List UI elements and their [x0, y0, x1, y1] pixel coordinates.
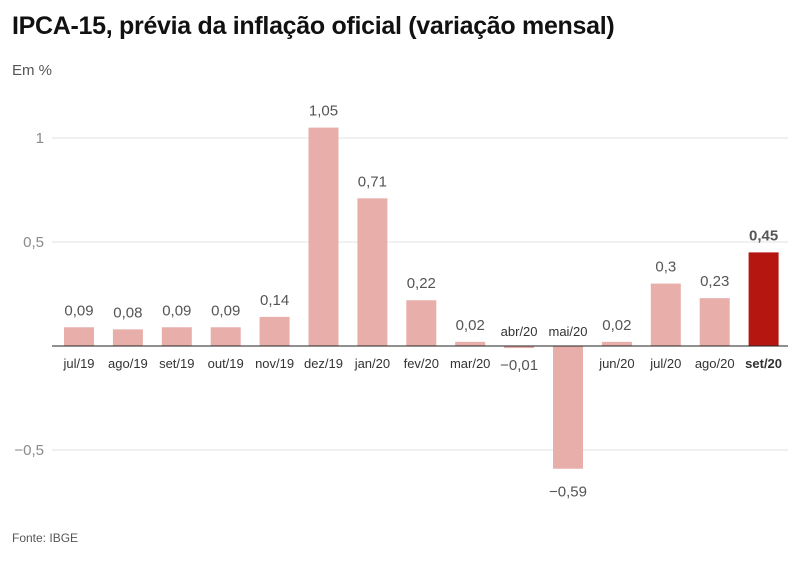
bar-mar-20	[455, 341, 486, 346]
bar-abr-20	[504, 346, 535, 349]
category-label: ago/20	[695, 356, 735, 371]
bar-jul-20	[650, 283, 681, 346]
y-tick-label: −0,5	[14, 442, 44, 459]
chart-title: IPCA-15, prévia da inflação oficial (var…	[12, 12, 615, 40]
category-label: set/19	[159, 356, 194, 371]
data-label: 0,3	[655, 259, 676, 276]
data-label: 0,02	[456, 317, 485, 334]
category-label: out/19	[208, 356, 244, 371]
bar-ago-19	[112, 329, 143, 346]
category-label: jun/20	[598, 356, 634, 371]
data-label: 0,45	[749, 227, 778, 244]
category-label: mar/20	[450, 356, 490, 371]
category-label: fev/20	[404, 356, 439, 371]
category-label: jan/20	[354, 356, 390, 371]
data-label: 0,08	[113, 304, 142, 321]
category-label: abr/20	[501, 324, 538, 339]
data-label: 0,22	[407, 275, 436, 292]
data-label: 0,71	[358, 173, 387, 190]
y-tick-label: 1	[36, 130, 44, 147]
data-label: 0,02	[602, 317, 631, 334]
bar-jan-20	[357, 198, 388, 346]
data-label: −0,01	[500, 357, 538, 374]
data-label: 1,05	[309, 103, 338, 120]
chart-unit-label: Em %	[12, 62, 53, 79]
bar-ago-20	[699, 298, 730, 346]
data-label: −0,59	[549, 484, 587, 501]
bar-set-19	[161, 327, 192, 346]
category-label: nov/19	[255, 356, 294, 371]
category-label: jul/19	[62, 356, 94, 371]
bar-jul-19	[64, 327, 94, 346]
category-label: set/20	[745, 356, 782, 371]
y-tick-label: 0,5	[23, 234, 44, 251]
bar-nov-19	[259, 316, 290, 346]
bar-fev-20	[406, 300, 437, 346]
bar-jun-20	[601, 341, 632, 346]
data-label: 0,14	[260, 292, 289, 309]
category-label: dez/19	[304, 356, 343, 371]
bar-out-19	[210, 327, 241, 346]
bar-mai-20	[553, 346, 583, 469]
category-label: ago/19	[108, 356, 148, 371]
bar-dez-19	[308, 127, 339, 346]
category-label: mai/20	[548, 324, 587, 339]
data-label: 0,09	[64, 302, 93, 319]
bar-set-20	[748, 252, 779, 346]
category-label: jul/20	[649, 356, 681, 371]
source-note: Fonte: IBGE	[12, 531, 79, 545]
data-label: 0,23	[700, 273, 729, 290]
data-label: 0,09	[162, 302, 191, 319]
data-label: 0,09	[211, 302, 240, 319]
